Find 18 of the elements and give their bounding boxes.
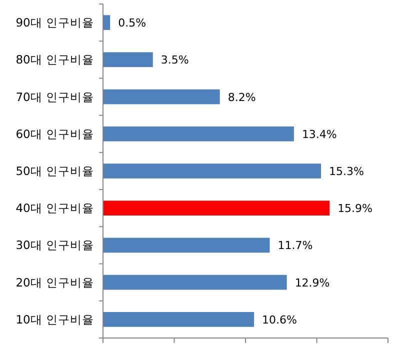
data-label: 11.7% xyxy=(278,239,313,252)
data-label: 10.6% xyxy=(262,313,298,326)
data-label: 15.3% xyxy=(329,165,364,178)
data-label: 8.2% xyxy=(228,90,256,104)
y-tick-label: 10대 인구비율 xyxy=(16,312,94,326)
data-label: 3.5% xyxy=(160,54,189,67)
y-tick-label: 70대 인구비율 xyxy=(16,90,94,104)
y-tick-label: 60대 인구비율 xyxy=(16,126,94,141)
y-tick-label: 80대 인구비율 xyxy=(16,52,94,67)
y-tick-label: 40대 인구비율 xyxy=(16,201,94,216)
data-label: 15.9% xyxy=(338,202,373,216)
y-tick-label: 30대 인구비율 xyxy=(16,238,94,252)
y-tick-label: 50대 인구비율 xyxy=(16,164,94,178)
y-tick-label: 90대 인구비율 xyxy=(16,16,94,30)
data-label: 0.5% xyxy=(118,16,146,30)
y-tick-label: 20대 인구비율 xyxy=(16,275,94,290)
data-label: 12.9% xyxy=(294,276,330,290)
data-label: 13.4% xyxy=(302,128,337,141)
